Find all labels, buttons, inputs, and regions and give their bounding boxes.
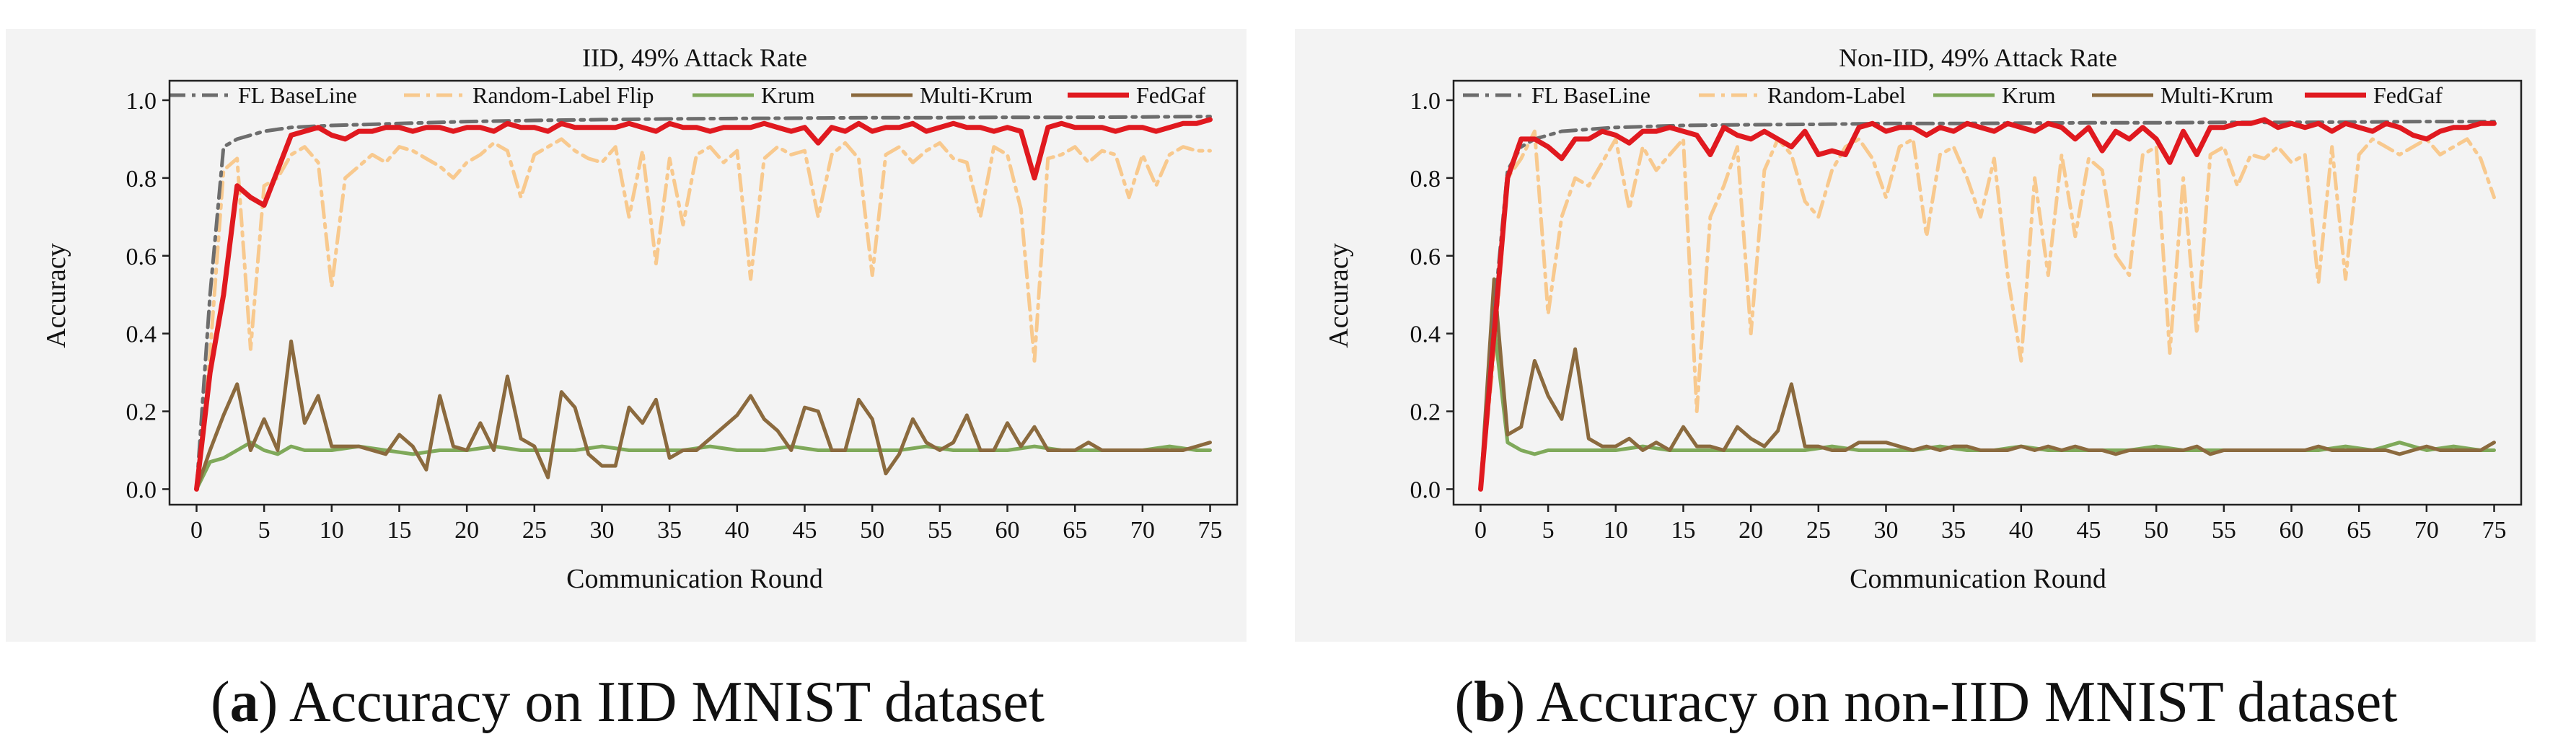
x-axis-title-a: Communication Round — [566, 564, 823, 594]
series-line-multi-krum-a — [195, 339, 1212, 491]
series-line-fl-baseline-a — [195, 115, 1212, 491]
legend-label-multi-krum-a: Multi-Krum — [920, 82, 1033, 108]
series-line-fedgaf-b — [1478, 117, 2497, 492]
legend-label-fl-baseline-b: FL BaseLine — [1531, 82, 1650, 108]
x-tick-label-35-a: 35 — [657, 517, 682, 544]
y-tick-label-0.6-a: 0.6 — [126, 244, 157, 270]
y-tick-label-1.0-a: 1.0 — [126, 88, 157, 115]
chart-panel-a: IID, 49% Attack Rate Accuracy Communicat… — [6, 29, 1247, 642]
legend-a: FL BaseLine Random-Label Flip Krum Multi… — [170, 82, 1205, 108]
y-axis-title-b: Accuracy — [1324, 243, 1354, 348]
x-tick-label-15-b: 15 — [1671, 517, 1695, 544]
x-tick-label-25-b: 25 — [1806, 517, 1831, 544]
y-tick-label-1.0-b: 1.0 — [1410, 88, 1441, 115]
y-tick-label-0.2-a: 0.2 — [126, 399, 157, 426]
x-tick-label-30-a: 30 — [589, 517, 614, 544]
legend-label-random-label-b: Random-Label — [1767, 82, 1906, 108]
x-tick-label-70-b: 70 — [2414, 517, 2439, 544]
series-line-krum-b — [1479, 324, 2496, 491]
x-tick-label-60-a: 60 — [995, 517, 1020, 544]
plot-frame-b — [1452, 79, 2523, 506]
x-tick-label-70-a: 70 — [1130, 517, 1155, 544]
caption-b-letter: b — [1474, 671, 1506, 734]
caption-a-text: Accuracy on IID MNIST dataset — [289, 671, 1045, 734]
chart-title-b: Non-IID, 49% Attack Rate — [1839, 43, 2117, 72]
x-tick-label-5-a: 5 — [258, 517, 271, 544]
x-tick-label-35-b: 35 — [1941, 517, 1966, 544]
legend-label-fl-baseline-a: FL BaseLine — [238, 82, 357, 108]
x-tick-label-30-b: 30 — [1873, 517, 1898, 544]
series-line-fedgaf-a — [194, 117, 1213, 492]
x-axis-title-b: Communication Round — [1850, 564, 2106, 594]
chart-title-a: IID, 49% Attack Rate — [582, 43, 807, 72]
legend-label-fedgaf-a: FedGaf — [1136, 82, 1205, 108]
plot-frame-a — [168, 79, 1239, 506]
x-tick-label-45-a: 45 — [793, 517, 817, 544]
y-tick-label-0.0-b: 0.0 — [1410, 477, 1441, 503]
x-tick-label-10-b: 10 — [1604, 517, 1628, 544]
x-tick-label-55-b: 55 — [2212, 517, 2236, 544]
caption-b-text: Accuracy on non-IID MNIST dataset — [1537, 671, 2398, 734]
x-tick-label-40-b: 40 — [2009, 517, 2034, 544]
x-tick-label-50-b: 50 — [2144, 517, 2168, 544]
y-axis-title-a: Accuracy — [41, 243, 71, 348]
legend-label-krum-a: Krum — [761, 82, 815, 108]
x-tick-label-65-a: 65 — [1063, 517, 1087, 544]
x-tick-label-10-a: 10 — [320, 517, 344, 544]
y-tick-label-0.0-a: 0.0 — [126, 477, 157, 503]
x-tick-label-0-b: 0 — [1474, 517, 1487, 544]
legend-b: FL BaseLine Random-Label Krum Multi-Krum… — [1463, 82, 2443, 108]
series-line-krum-a — [195, 441, 1212, 491]
x-tick-label-15-a: 15 — [387, 517, 411, 544]
x-tick-label-75-a: 75 — [1198, 517, 1223, 544]
series-line-random-label-a — [195, 137, 1212, 491]
x-tick-label-25-a: 25 — [522, 517, 547, 544]
x-tick-label-60-b: 60 — [2280, 517, 2304, 544]
x-tick-label-5-b: 5 — [1542, 517, 1555, 544]
x-tick-label-55-a: 55 — [928, 517, 952, 544]
series-line-multi-krum-b — [1479, 277, 2496, 491]
caption-a-letter: a — [230, 671, 259, 734]
x-tick-label-50-a: 50 — [860, 517, 884, 544]
series-line-random-label-b — [1479, 129, 2496, 491]
x-tick-label-20-b: 20 — [1738, 517, 1763, 544]
legend-label-random-label-a: Random-Label Flip — [472, 82, 654, 108]
x-tick-label-20-a: 20 — [454, 517, 479, 544]
caption-b: (b) Accuracy on non-IID MNIST dataset — [1454, 671, 2397, 734]
chart-panel-b: Non-IID, 49% Attack Rate Accuracy Commun… — [1295, 29, 2536, 642]
y-tick-label-0.2-b: 0.2 — [1410, 399, 1441, 426]
x-tick-label-65-b: 65 — [2347, 517, 2371, 544]
y-tick-label-0.4-a: 0.4 — [126, 322, 157, 348]
x-tick-label-0-a: 0 — [190, 517, 203, 544]
y-tick-label-0.4-b: 0.4 — [1410, 322, 1441, 348]
y-tick-label-0.6-b: 0.6 — [1410, 244, 1441, 270]
x-tick-label-40-a: 40 — [725, 517, 749, 544]
caption-a: (a) Accuracy on IID MNIST dataset — [211, 671, 1045, 734]
y-tick-label-0.8-b: 0.8 — [1410, 166, 1441, 193]
x-tick-label-75-b: 75 — [2482, 517, 2507, 544]
legend-label-multi-krum-b: Multi-Krum — [2160, 82, 2274, 108]
legend-label-fedgaf-b: FedGaf — [2373, 82, 2443, 108]
y-tick-label-0.8-a: 0.8 — [126, 166, 157, 193]
legend-label-krum-b: Krum — [2002, 82, 2056, 108]
x-tick-label-45-b: 45 — [2077, 517, 2101, 544]
